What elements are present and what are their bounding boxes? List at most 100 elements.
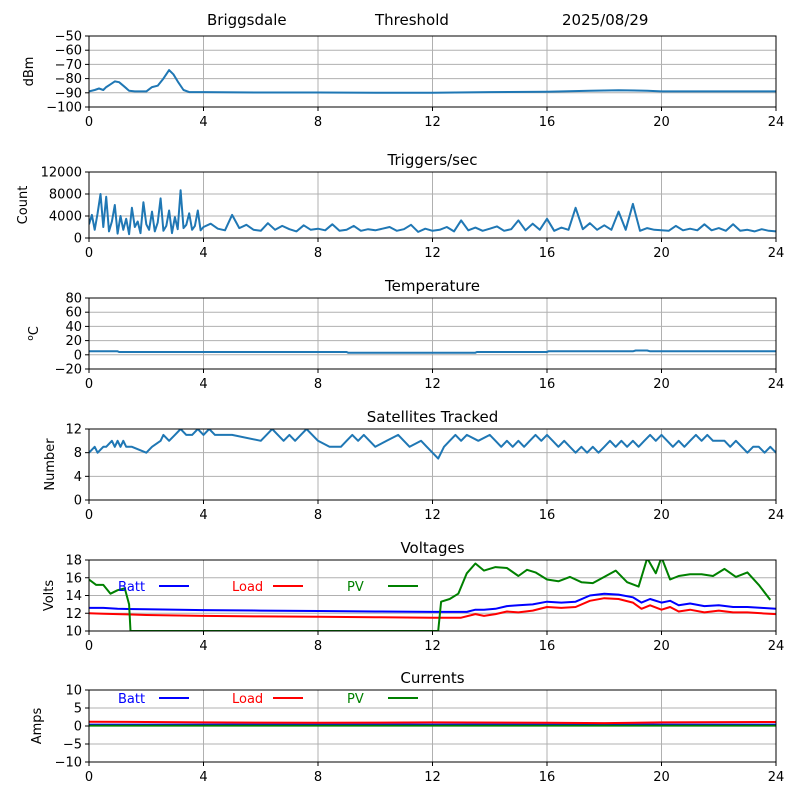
y-tick-label: 18 <box>65 554 82 569</box>
y-tick-label: 0 <box>74 232 82 247</box>
y-axis-label: oC <box>26 326 42 341</box>
series-line-main <box>89 69 776 94</box>
plot-panel-4: 0 4 8 12 16 20 24 0 4 8 12 Satellites Tracked Number <box>43 408 784 523</box>
y-tick-label: 14 <box>65 589 82 604</box>
series-line-batt <box>89 592 776 613</box>
x-tick-label: 8 <box>314 377 322 392</box>
x-tick-label: 24 <box>768 246 785 261</box>
date-label: 2025/08/29 <box>562 11 649 29</box>
y-axis-label: Number <box>43 438 58 491</box>
series-line-main <box>89 349 776 354</box>
y-tick-label: 12000 <box>41 166 82 181</box>
y-tick-label: 20 <box>65 334 82 349</box>
x-tick-label: 24 <box>768 508 785 523</box>
y-tick-label: 0 <box>74 348 82 363</box>
x-tick-label: 4 <box>199 246 207 261</box>
y-tick-label: 4000 <box>49 210 82 225</box>
plot-title: Currents <box>400 669 464 687</box>
y-axis-label-superscript: o <box>26 335 36 341</box>
y-tick-label: 10 <box>65 684 82 699</box>
x-tick-label: 12 <box>424 246 441 261</box>
x-tick-label: 0 <box>85 508 93 523</box>
y-axis-label-unit: C <box>27 326 42 335</box>
x-tick-label: 4 <box>199 508 207 523</box>
x-tick-label: 16 <box>539 639 556 654</box>
y-tick-label: −60 <box>55 44 82 59</box>
mode-label: Threshold <box>375 11 449 29</box>
y-tick-label: −5 <box>63 738 82 753</box>
x-tick-label: 16 <box>539 377 556 392</box>
plot-title: Triggers/sec <box>387 151 478 169</box>
legend-label-pv: PV <box>347 692 364 707</box>
x-tick-label: 24 <box>768 770 785 785</box>
y-axis-label: Volts <box>42 580 57 612</box>
series-line-main <box>89 189 776 236</box>
x-tick-label: 12 <box>424 508 441 523</box>
x-tick-label: 24 <box>768 639 785 654</box>
x-tick-label: 20 <box>653 770 670 785</box>
y-axis-label: Count <box>16 186 31 225</box>
legend-label-load: Load <box>232 580 263 595</box>
x-tick-label: 24 <box>768 115 785 130</box>
x-tick-label: 0 <box>85 115 93 130</box>
x-tick-label: 4 <box>199 115 207 130</box>
x-tick-label: 16 <box>539 246 556 261</box>
x-tick-label: 12 <box>424 115 441 130</box>
y-tick-label: −70 <box>55 58 82 73</box>
y-tick-label: −80 <box>55 72 82 87</box>
plot-panel-6: 0 4 8 12 16 20 24 −10 −5 0 5 10 Currents Amps Batt Load… <box>30 669 784 785</box>
x-tick-label: 0 <box>85 770 93 785</box>
plot-panel-1: 0 4 8 12 16 20 24 −100−90−80−70−60−50 dBm <box>22 30 784 131</box>
legend-label-batt: Batt <box>118 692 145 707</box>
x-tick-label: 16 <box>539 770 556 785</box>
x-tick-label: 4 <box>199 770 207 785</box>
plot-title: Satellites Tracked <box>367 408 498 426</box>
x-tick-label: 20 <box>653 508 670 523</box>
y-axis-label: Amps <box>30 707 45 744</box>
x-tick-label: 0 <box>85 639 93 654</box>
x-tick-label: 8 <box>314 508 322 523</box>
x-tick-label: 0 <box>85 246 93 261</box>
y-tick-label: 40 <box>65 320 82 335</box>
legend-label-load: Load <box>232 692 263 707</box>
y-tick-label: 60 <box>65 306 82 321</box>
x-tick-label: 12 <box>424 770 441 785</box>
series-line-main <box>89 429 776 460</box>
y-tick-label: 4 <box>74 470 82 485</box>
x-tick-label: 20 <box>653 115 670 130</box>
y-tick-label: 12 <box>65 423 82 438</box>
plot-title: Temperature <box>384 277 480 295</box>
y-tick-label: 80 <box>65 292 82 307</box>
y-tick-label: 0 <box>74 720 82 735</box>
x-tick-label: 4 <box>199 377 207 392</box>
x-tick-label: 12 <box>424 639 441 654</box>
y-tick-label: −50 <box>55 30 82 45</box>
y-tick-label: 8000 <box>49 188 82 203</box>
y-tick-label: 16 <box>65 571 82 586</box>
y-tick-label: 12 <box>65 607 82 622</box>
y-tick-label: −100 <box>46 101 82 116</box>
plot-title: Voltages <box>400 539 464 557</box>
x-tick-label: 20 <box>653 639 670 654</box>
plot-panel-5: 0 4 8 12 16 20 24 10 12 14 16 18 Voltages Volts Batt Lo… <box>42 539 784 654</box>
y-tick-label: −20 <box>55 363 82 378</box>
x-tick-label: 16 <box>539 508 556 523</box>
plot-panel-2: 0 4 8 12 16 20 24 0 4000 8000 12000 Triggers/sec Cou… <box>16 151 784 261</box>
y-tick-label: −90 <box>55 86 82 101</box>
x-tick-label: 4 <box>199 639 207 654</box>
x-tick-label: 20 <box>653 246 670 261</box>
x-tick-label: 24 <box>768 377 785 392</box>
series-line-pv <box>89 560 772 631</box>
y-tick-label: 0 <box>74 494 82 509</box>
site-name: Briggsdale <box>207 11 287 29</box>
x-tick-label: 8 <box>314 639 322 654</box>
x-tick-label: 8 <box>314 246 322 261</box>
y-tick-label: −10 <box>55 756 82 771</box>
y-tick-label: 8 <box>74 446 82 461</box>
x-tick-label: 12 <box>424 377 441 392</box>
series-line-load <box>89 597 776 619</box>
x-tick-label: 8 <box>314 770 322 785</box>
